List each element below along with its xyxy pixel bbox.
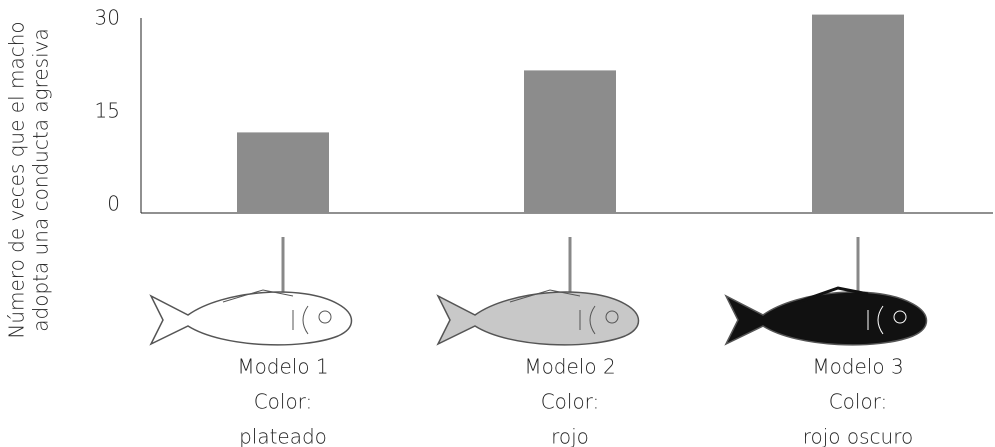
bar (237, 132, 329, 213)
fish-silver (150, 289, 353, 346)
y-tick-label: 30 (95, 6, 120, 30)
y-axis-label: adopta una conducta agresiva (29, 28, 53, 331)
y-tick-label: 0 (107, 192, 120, 216)
y-axis-label: Número de veces que el macho (5, 21, 29, 338)
x-tick-label: Modelo 1 (237, 355, 328, 379)
x-tick-label: Color: (254, 390, 313, 414)
x-tick-label: rojo oscuro (803, 425, 914, 447)
x-tick-label: Color: (829, 390, 888, 414)
fish-red (437, 289, 640, 346)
y-tick-label: 15 (95, 99, 120, 123)
x-tick-label: Modelo 3 (812, 355, 903, 379)
fish-models (150, 237, 928, 346)
bar (524, 70, 616, 214)
x-tick-label: Color: (541, 390, 600, 414)
fish-dark-red (725, 286, 928, 346)
x-tick-label: rojo (551, 425, 589, 447)
x-tick-label: plateado (239, 425, 327, 447)
x-tick-label: Modelo 2 (524, 355, 615, 379)
bar (812, 14, 904, 213)
